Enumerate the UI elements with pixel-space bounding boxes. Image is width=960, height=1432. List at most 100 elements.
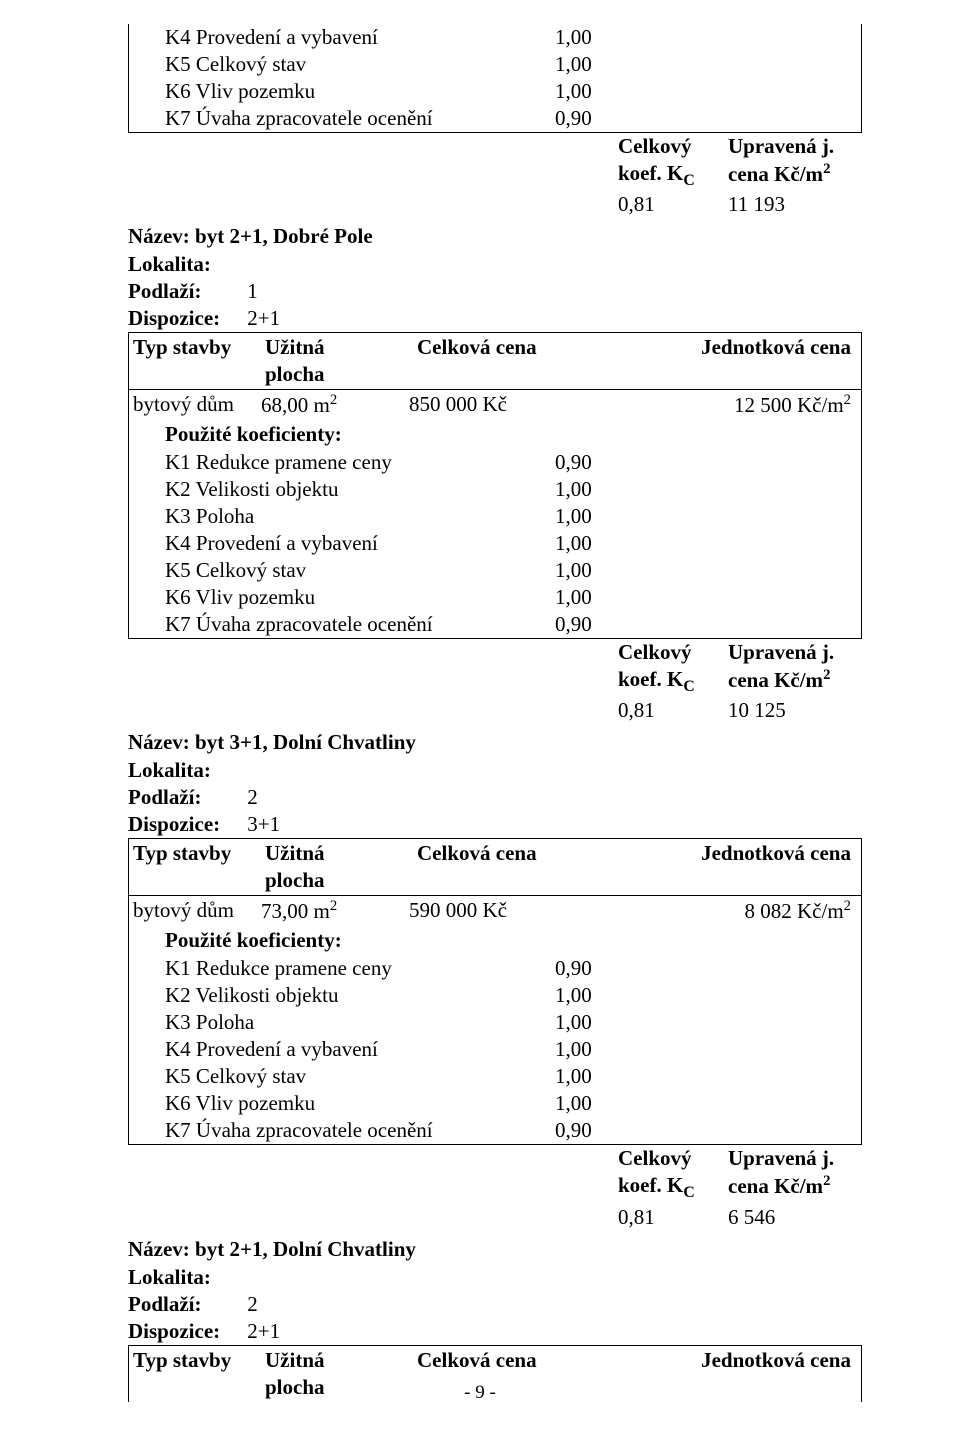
meta-lokalita: Lokalita: (128, 1264, 862, 1291)
table-header-row: Typ stavbyUžitnáCelková cenaJednotková c… (128, 1345, 862, 1375)
koef-row: K5 Celkový stav1,00 (128, 1063, 862, 1090)
summary-koefkc-label: koef. KC (618, 1173, 728, 1202)
koef-row: K6 Vliv pozemku1,00 (128, 1090, 862, 1117)
koef-row: K5 Celkový stav1,00 (128, 557, 862, 584)
koef-row: K4 Provedení a vybavení1,00 (128, 530, 862, 557)
summary-cena-value: 6 546 (728, 1205, 858, 1230)
page-number: - 9 - (0, 1382, 960, 1404)
koef-value: 1,00 (555, 1010, 615, 1035)
summary-celkovy-label: Celkový (618, 1146, 728, 1171)
data-row: bytový dům73,00 m2590 000 Kč8 082 Kč/m2 (128, 896, 862, 926)
meta-dispozice: Dispozice: 2+1 (128, 305, 862, 332)
koef-value: 1,00 (555, 477, 615, 502)
koef-row: K4 Provedení a vybavení1,00 (128, 1036, 862, 1063)
meta-lokalita: Lokalita: (128, 251, 862, 278)
section: Název: byt 2+1, Dolní ChvatlinyLokalita:… (128, 1235, 862, 1402)
table-header-row: Typ stavbyUžitnáCelková cenaJednotková c… (128, 838, 862, 868)
meta-podlazi: Podlaží: 2 (128, 784, 862, 811)
col-typ-stavby: Typ stavby (133, 841, 265, 866)
summary-values-row: 0,816 546 (128, 1204, 862, 1231)
koef-value: 0,90 (555, 106, 615, 131)
cell-celkova: 590 000 Kč (409, 898, 625, 924)
section-title: Název: byt 2+1, Dobré Pole (128, 222, 862, 251)
summary-celkovy-label: Celkový (618, 640, 728, 665)
summary-upravena-label: Upravená j. (728, 134, 858, 159)
cell-celkova: 850 000 Kč (409, 392, 625, 418)
meta-podlazi: Podlaží: 2 (128, 1291, 862, 1318)
section-title: Název: byt 3+1, Dolní Chvatliny (128, 728, 862, 757)
koef-row: K7 Úvaha zpracovatele ocenění0,90 (128, 1117, 862, 1145)
koef-label: K4 Provedení a vybavení (165, 1037, 555, 1062)
col-uzitna: Užitná (265, 841, 417, 866)
summary-labels-row: CelkovýUpravená j. (128, 1145, 862, 1172)
koef-value: 1,00 (555, 585, 615, 610)
koef-value: 1,00 (555, 983, 615, 1008)
koef-label: K5 Celkový stav (165, 558, 555, 583)
koef-label: K3 Poloha (165, 1010, 555, 1035)
summary-koefkc-label: koef. KC (618, 161, 728, 190)
koef-row: K1 Redukce pramene ceny0,90 (128, 449, 862, 476)
data-row: bytový dům68,00 m2850 000 Kč12 500 Kč/m2 (128, 390, 862, 420)
koef-heading: Použité koeficienty: (128, 420, 862, 449)
col-typ-stavby: Typ stavby (133, 1348, 265, 1373)
koef-label: K6 Vliv pozemku (165, 79, 555, 104)
cell-typ: bytový dům (133, 392, 261, 418)
section-partial: K4 Provedení a vybavení1,00K5 Celkový st… (128, 24, 862, 218)
col-plocha: plocha (265, 362, 417, 387)
koef-row: K6 Vliv pozemku1,00 (128, 584, 862, 611)
koef-value: 1,00 (555, 25, 615, 50)
koef-label: K4 Provedení a vybavení (165, 25, 555, 50)
summary-labels-row2: koef. KCcena Kč/m2 (128, 1172, 862, 1203)
meta-dispozice: Dispozice: 3+1 (128, 811, 862, 838)
col-jednotkova-cena: Jednotková cena (635, 335, 857, 360)
koef-row: K6 Vliv pozemku1,00 (128, 78, 862, 105)
koef-value: 1,00 (555, 1091, 615, 1116)
koef-label: K1 Redukce pramene ceny (165, 956, 555, 981)
koef-value: 0,90 (555, 1118, 615, 1143)
summary-kc-value: 0,81 (618, 1205, 728, 1230)
koef-label: K2 Velikosti objektu (165, 983, 555, 1008)
summary-labels-row2: koef. KCcena Kč/m2 (128, 160, 862, 191)
summary-cenakcm2-label: cena Kč/m2 (728, 161, 858, 190)
summary-kc-value: 0,81 (618, 192, 728, 217)
summary-celkovy-label: Celkový (618, 134, 728, 159)
col-jednotkova-cena: Jednotková cena (635, 1348, 857, 1373)
meta-lokalita: Lokalita: (128, 757, 862, 784)
summary-cenakcm2-label: cena Kč/m2 (728, 667, 858, 696)
koef-label: K6 Vliv pozemku (165, 585, 555, 610)
section: Název: byt 3+1, Dolní ChvatlinyLokalita:… (128, 728, 862, 1230)
summary-values-row: 0,8110 125 (128, 697, 862, 724)
summary-labels-row: CelkovýUpravená j. (128, 639, 862, 666)
koef-label: K7 Úvaha zpracovatele ocenění (165, 106, 555, 131)
summary-labels-row: CelkovýUpravená j. (128, 133, 862, 160)
koef-value: 1,00 (555, 79, 615, 104)
koef-heading: Použité koeficienty: (128, 926, 862, 955)
koef-value: 0,90 (555, 450, 615, 475)
col-celkova-cena: Celková cena (417, 335, 635, 360)
cell-jednotkova: 12 500 Kč/m2 (625, 392, 857, 418)
koef-label: K2 Velikosti objektu (165, 477, 555, 502)
koef-label: K5 Celkový stav (165, 52, 555, 77)
summary-cena-value: 10 125 (728, 698, 858, 723)
summary-upravena-label: Upravená j. (728, 640, 858, 665)
koef-label: K1 Redukce pramene ceny (165, 450, 555, 475)
cell-jednotkova: 8 082 Kč/m2 (625, 898, 857, 924)
koef-label: K3 Poloha (165, 504, 555, 529)
cell-plocha: 73,00 m2 (261, 898, 409, 924)
section-title: Název: byt 2+1, Dolní Chvatliny (128, 1235, 862, 1264)
meta-podlazi: Podlaží: 1 (128, 278, 862, 305)
summary-values-row: 0,8111 193 (128, 191, 862, 218)
summary-cenakcm2-label: cena Kč/m2 (728, 1173, 858, 1202)
koef-row: K2 Velikosti objektu1,00 (128, 476, 862, 503)
col-plocha: plocha (265, 868, 417, 893)
col-celkova-cena: Celková cena (417, 1348, 635, 1373)
koef-row: K3 Poloha1,00 (128, 1009, 862, 1036)
cell-plocha: 68,00 m2 (261, 392, 409, 418)
koef-row: K7 Úvaha zpracovatele ocenění0,90 (128, 105, 862, 133)
cell-typ: bytový dům (133, 898, 261, 924)
col-uzitna: Užitná (265, 1348, 417, 1373)
meta-dispozice: Dispozice: 2+1 (128, 1318, 862, 1345)
koef-row: K3 Poloha1,00 (128, 503, 862, 530)
koef-value: 1,00 (555, 52, 615, 77)
summary-koefkc-label: koef. KC (618, 667, 728, 696)
